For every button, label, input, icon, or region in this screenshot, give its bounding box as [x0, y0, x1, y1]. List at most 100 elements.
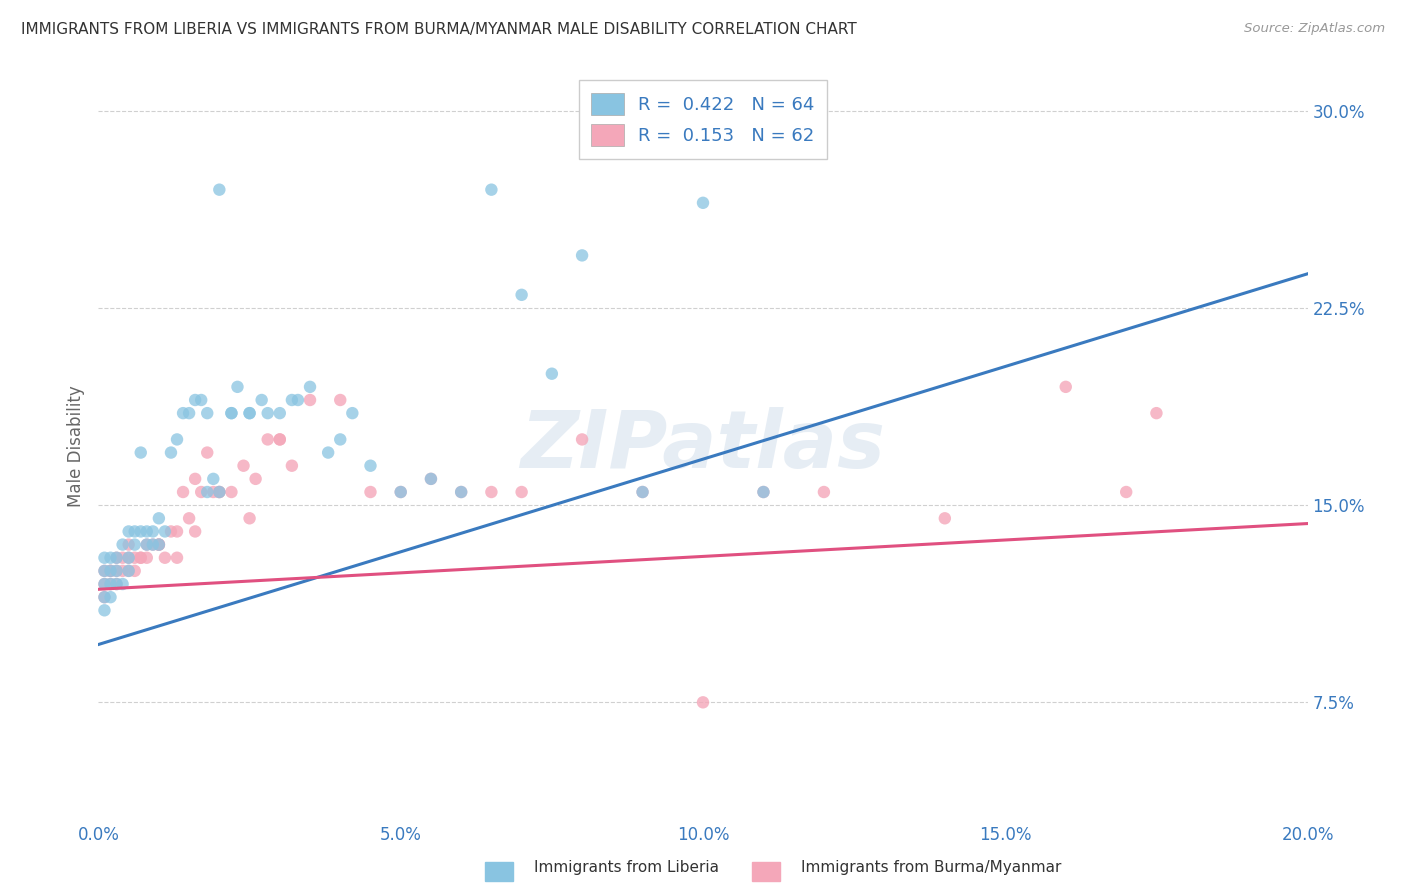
Point [631, 485, 654, 500]
Point [148, 511, 170, 525]
Point [221, 485, 243, 500]
Point [1054, 380, 1077, 394]
Point [631, 485, 654, 500]
Point [172, 406, 194, 420]
Point [184, 524, 207, 539]
Point [195, 445, 218, 459]
Point [202, 485, 225, 500]
Text: Immigrants from Liberia: Immigrants from Liberia [534, 861, 720, 875]
Point [135, 538, 157, 552]
Point [93, 590, 115, 604]
Point [100, 590, 122, 604]
Point [111, 577, 134, 591]
Point [752, 485, 775, 500]
Point [129, 524, 152, 539]
Point [100, 564, 122, 578]
Point [420, 472, 443, 486]
Point [195, 485, 218, 500]
Point [100, 577, 122, 591]
Point [135, 538, 157, 552]
Point [129, 550, 152, 565]
Point [179, 511, 201, 525]
Point [118, 564, 141, 578]
Point [135, 524, 157, 539]
Point [93, 577, 115, 591]
Point [93, 590, 115, 604]
Point [1115, 485, 1137, 500]
Point [129, 550, 152, 565]
Point [389, 485, 412, 500]
Point [239, 511, 262, 525]
Point [208, 183, 231, 197]
Point [692, 695, 714, 709]
Point [166, 433, 188, 447]
Text: IMMIGRANTS FROM LIBERIA VS IMMIGRANTS FROM BURMA/MYANMAR MALE DISABILITY CORRELA: IMMIGRANTS FROM LIBERIA VS IMMIGRANTS FR… [21, 22, 856, 37]
Point [166, 524, 188, 539]
Point [100, 550, 122, 565]
Point [281, 392, 304, 407]
Point [208, 485, 231, 500]
Point [142, 538, 165, 552]
Point [179, 406, 201, 420]
Point [934, 511, 956, 525]
Point [232, 458, 254, 473]
Point [208, 485, 231, 500]
Point [135, 550, 157, 565]
Point [239, 406, 262, 420]
Point [111, 564, 134, 578]
Point [329, 433, 352, 447]
Point [342, 406, 364, 420]
Point [256, 406, 278, 420]
Point [269, 433, 291, 447]
Text: ZIPatlas: ZIPatlas [520, 407, 886, 485]
Point [226, 380, 249, 394]
Point [329, 392, 352, 407]
Point [111, 550, 134, 565]
Point [269, 433, 291, 447]
Point [190, 392, 212, 407]
Point [105, 577, 128, 591]
Point [160, 524, 183, 539]
Point [281, 458, 304, 473]
Point [148, 538, 170, 552]
Point [100, 577, 122, 591]
Point [692, 195, 714, 210]
Point [1144, 406, 1167, 420]
Point [221, 406, 243, 420]
Point [93, 603, 115, 617]
Text: Source: ZipAtlas.com: Source: ZipAtlas.com [1244, 22, 1385, 36]
Point [195, 406, 218, 420]
Point [202, 472, 225, 486]
Point [153, 550, 176, 565]
Point [105, 550, 128, 565]
Point [105, 564, 128, 578]
Point [118, 564, 141, 578]
Text: Immigrants from Burma/Myanmar: Immigrants from Burma/Myanmar [801, 861, 1062, 875]
Point [360, 458, 382, 473]
Point [299, 392, 322, 407]
Point [184, 392, 207, 407]
Point [299, 380, 322, 394]
Point [510, 485, 533, 500]
Point [105, 577, 128, 591]
Point [93, 564, 115, 578]
Point [752, 485, 775, 500]
Point [571, 433, 593, 447]
Point [245, 472, 267, 486]
Point [129, 445, 152, 459]
Point [118, 550, 141, 565]
Point [118, 538, 141, 552]
Point [166, 550, 188, 565]
Point [420, 472, 443, 486]
Point [269, 406, 291, 420]
Point [208, 485, 231, 500]
Point [153, 524, 176, 539]
Point [105, 564, 128, 578]
Point [316, 445, 339, 459]
Point [93, 577, 115, 591]
Point [540, 367, 562, 381]
Point [160, 445, 183, 459]
Point [510, 288, 533, 302]
Point [111, 538, 134, 552]
Legend: R =  0.422   N = 64, R =  0.153   N = 62: R = 0.422 N = 64, R = 0.153 N = 62 [579, 80, 827, 159]
